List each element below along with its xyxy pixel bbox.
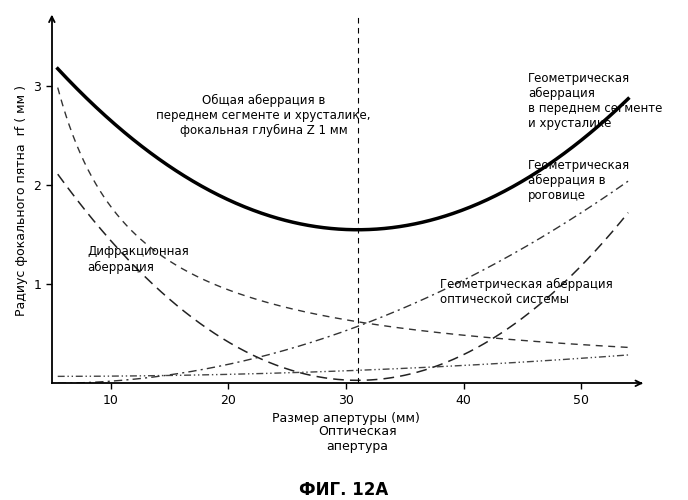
Y-axis label: Радиус фокального пятна  rf ( мм ): Радиус фокального пятна rf ( мм ) bbox=[15, 84, 28, 316]
Text: Оптическая
апертура: Оптическая апертура bbox=[319, 425, 397, 453]
Text: Общая аберрация в
переднем сегменте и хрусталике,
фокальная глубина Z 1 мм: Общая аберрация в переднем сегменте и хр… bbox=[156, 94, 371, 138]
Text: Геометрическая
аберрация в
роговице: Геометрическая аберрация в роговице bbox=[528, 158, 630, 202]
Text: Геометрическая
аберрация
в переднем сегменте
и хрусталике: Геометрическая аберрация в переднем сегм… bbox=[528, 72, 663, 130]
X-axis label: Размер апертуры (мм): Размер апертуры (мм) bbox=[272, 412, 420, 426]
Text: ФИГ. 12А: ФИГ. 12А bbox=[299, 481, 389, 499]
Text: Дифракционная
аберрация: Дифракционная аберрация bbox=[87, 246, 189, 274]
Text: Геометрическая аберрация
оптической системы: Геометрическая аберрация оптической сист… bbox=[440, 278, 613, 306]
